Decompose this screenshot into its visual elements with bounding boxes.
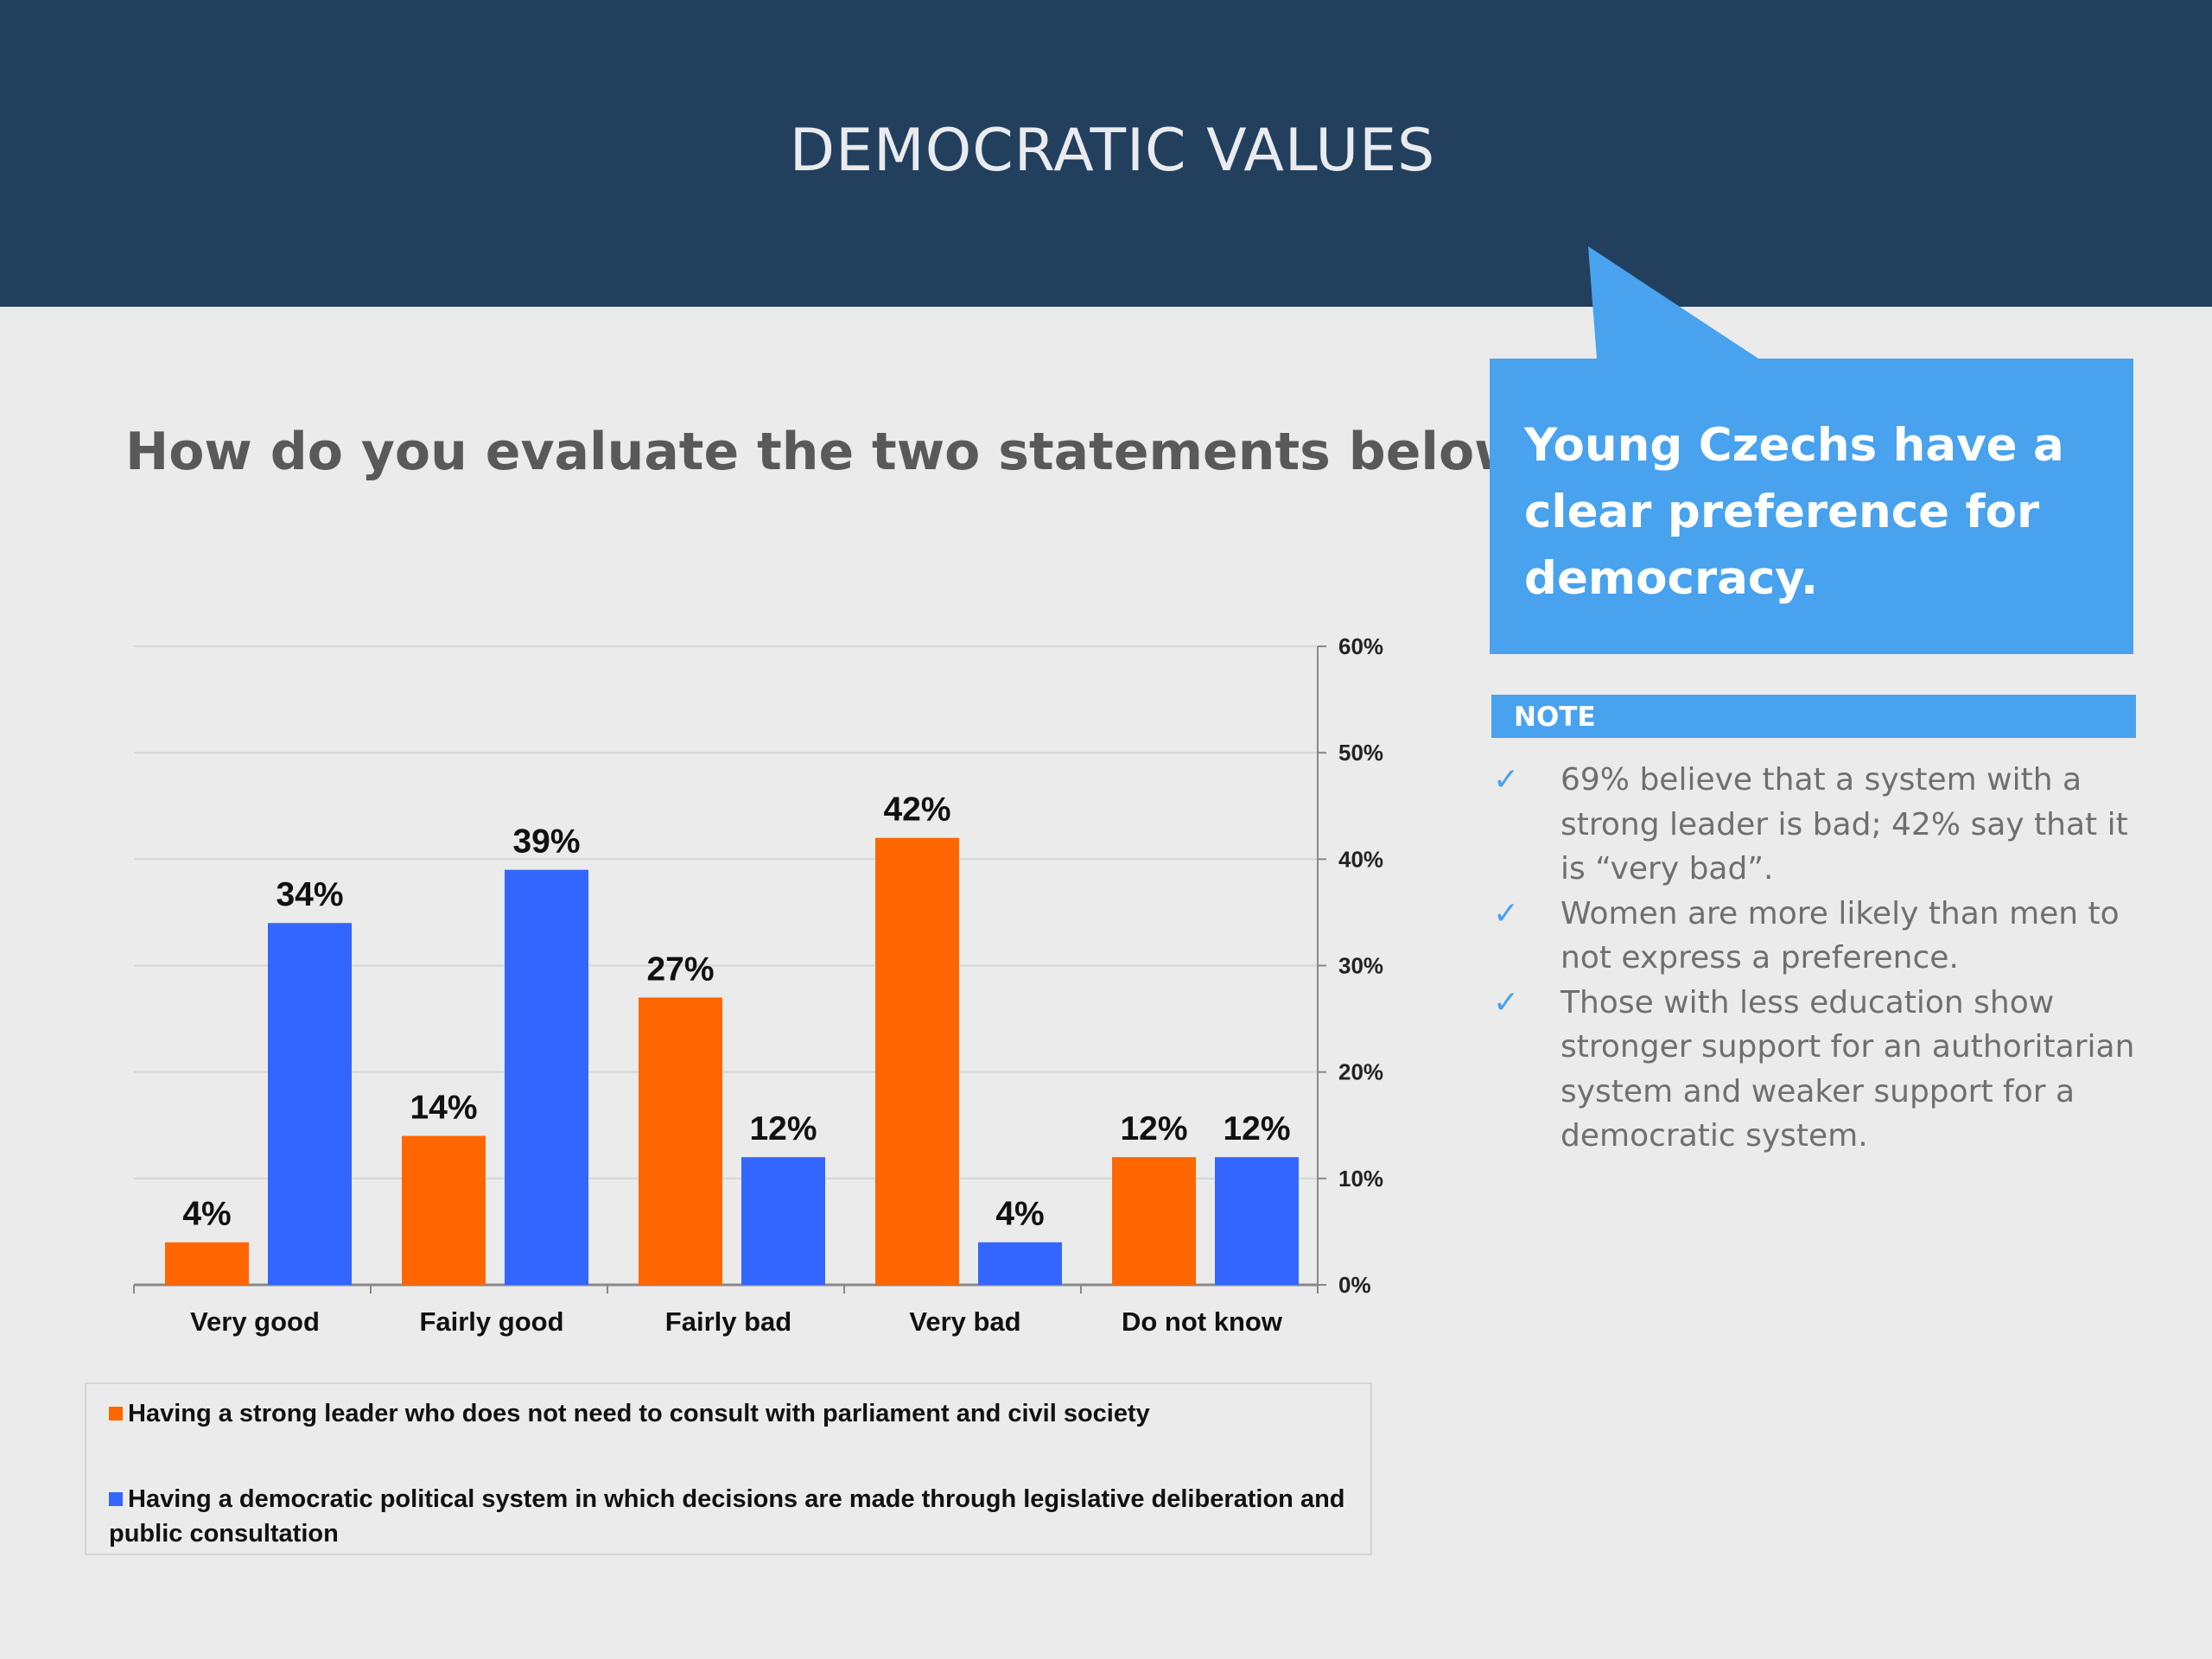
data-label: 34% (276, 876, 343, 913)
y-tick-label: 40% (1338, 846, 1383, 872)
data-label: 42% (883, 791, 950, 829)
bar (505, 869, 588, 1285)
y-tick-label: 60% (1338, 633, 1383, 659)
callout-text: Young Czechs have a clear preference for… (1524, 419, 2064, 605)
legend-label: Having a strong leader who does not need… (128, 1400, 1150, 1427)
x-tick-label: Fairly good (419, 1306, 563, 1337)
data-label: 12% (1120, 1110, 1187, 1147)
header-bar: DEMOCRATIC VALUES (0, 0, 2212, 307)
chart-legend: Having a strong leader who does not need… (85, 1382, 1372, 1555)
legend-swatch-orange (109, 1407, 123, 1421)
data-label: 12% (749, 1110, 817, 1147)
check-icon: ✓ (1493, 895, 1520, 931)
bar (402, 1135, 486, 1285)
bar (1215, 1157, 1299, 1285)
data-label: 39% (512, 823, 580, 861)
bar (1112, 1157, 1196, 1285)
slide-title: DEMOCRATIC VALUES (789, 117, 1436, 185)
note-item: ✓ 69% believe that a system with a strong… (1491, 758, 2148, 892)
note-item-text: Women are more likely than men to not ex… (1560, 895, 2120, 976)
check-icon: ✓ (1493, 762, 1520, 798)
legend-label: Having a democratic political system in … (109, 1485, 1345, 1548)
x-tick-label: Very good (190, 1306, 320, 1337)
y-tick-label: 10% (1338, 1166, 1383, 1192)
y-tick-label: 50% (1338, 740, 1383, 766)
legend-item-democratic-system: Having a democratic political system in … (109, 1482, 1370, 1551)
legend-swatch-blue (109, 1492, 123, 1506)
check-icon: ✓ (1493, 984, 1520, 1020)
note-item-text: Those with less education show stronger … (1560, 984, 2135, 1154)
legend-item-strong-leader: Having a strong leader who does not need… (109, 1396, 1370, 1431)
data-label: 4% (995, 1196, 1044, 1233)
bar (268, 923, 352, 1285)
bar (741, 1157, 825, 1285)
data-label: 12% (1223, 1110, 1290, 1147)
bar (639, 997, 722, 1285)
data-label: 4% (182, 1196, 231, 1233)
data-label: 14% (410, 1090, 477, 1127)
chart-question: How do you evaluate the two statements b… (125, 422, 1553, 482)
x-tick-label: Fairly bad (665, 1306, 791, 1337)
note-header: NOTE (1491, 695, 2136, 738)
note-item: ✓ Those with less education show stronger… (1491, 981, 2148, 1159)
callout-box: Young Czechs have a clear preference for… (1490, 359, 2133, 654)
note-list: ✓ 69% believe that a system with a strong… (1491, 758, 2148, 1159)
x-tick-label: Do not know (1122, 1306, 1283, 1337)
data-label: 27% (646, 950, 714, 988)
y-tick-label: 20% (1338, 1059, 1383, 1085)
y-tick-label: 0% (1338, 1272, 1371, 1298)
note-item: ✓ Women are more likely than men to not e… (1491, 892, 2148, 981)
bar (978, 1242, 1062, 1285)
bar (875, 837, 959, 1285)
x-tick-label: Very bad (909, 1306, 1020, 1337)
note-title: NOTE (1514, 702, 1596, 733)
bar (165, 1242, 249, 1285)
note-item-text: 69% believe that a system with a strong … (1560, 762, 2128, 887)
callout-pointer (1588, 246, 1758, 359)
y-tick-label: 30% (1338, 953, 1383, 979)
